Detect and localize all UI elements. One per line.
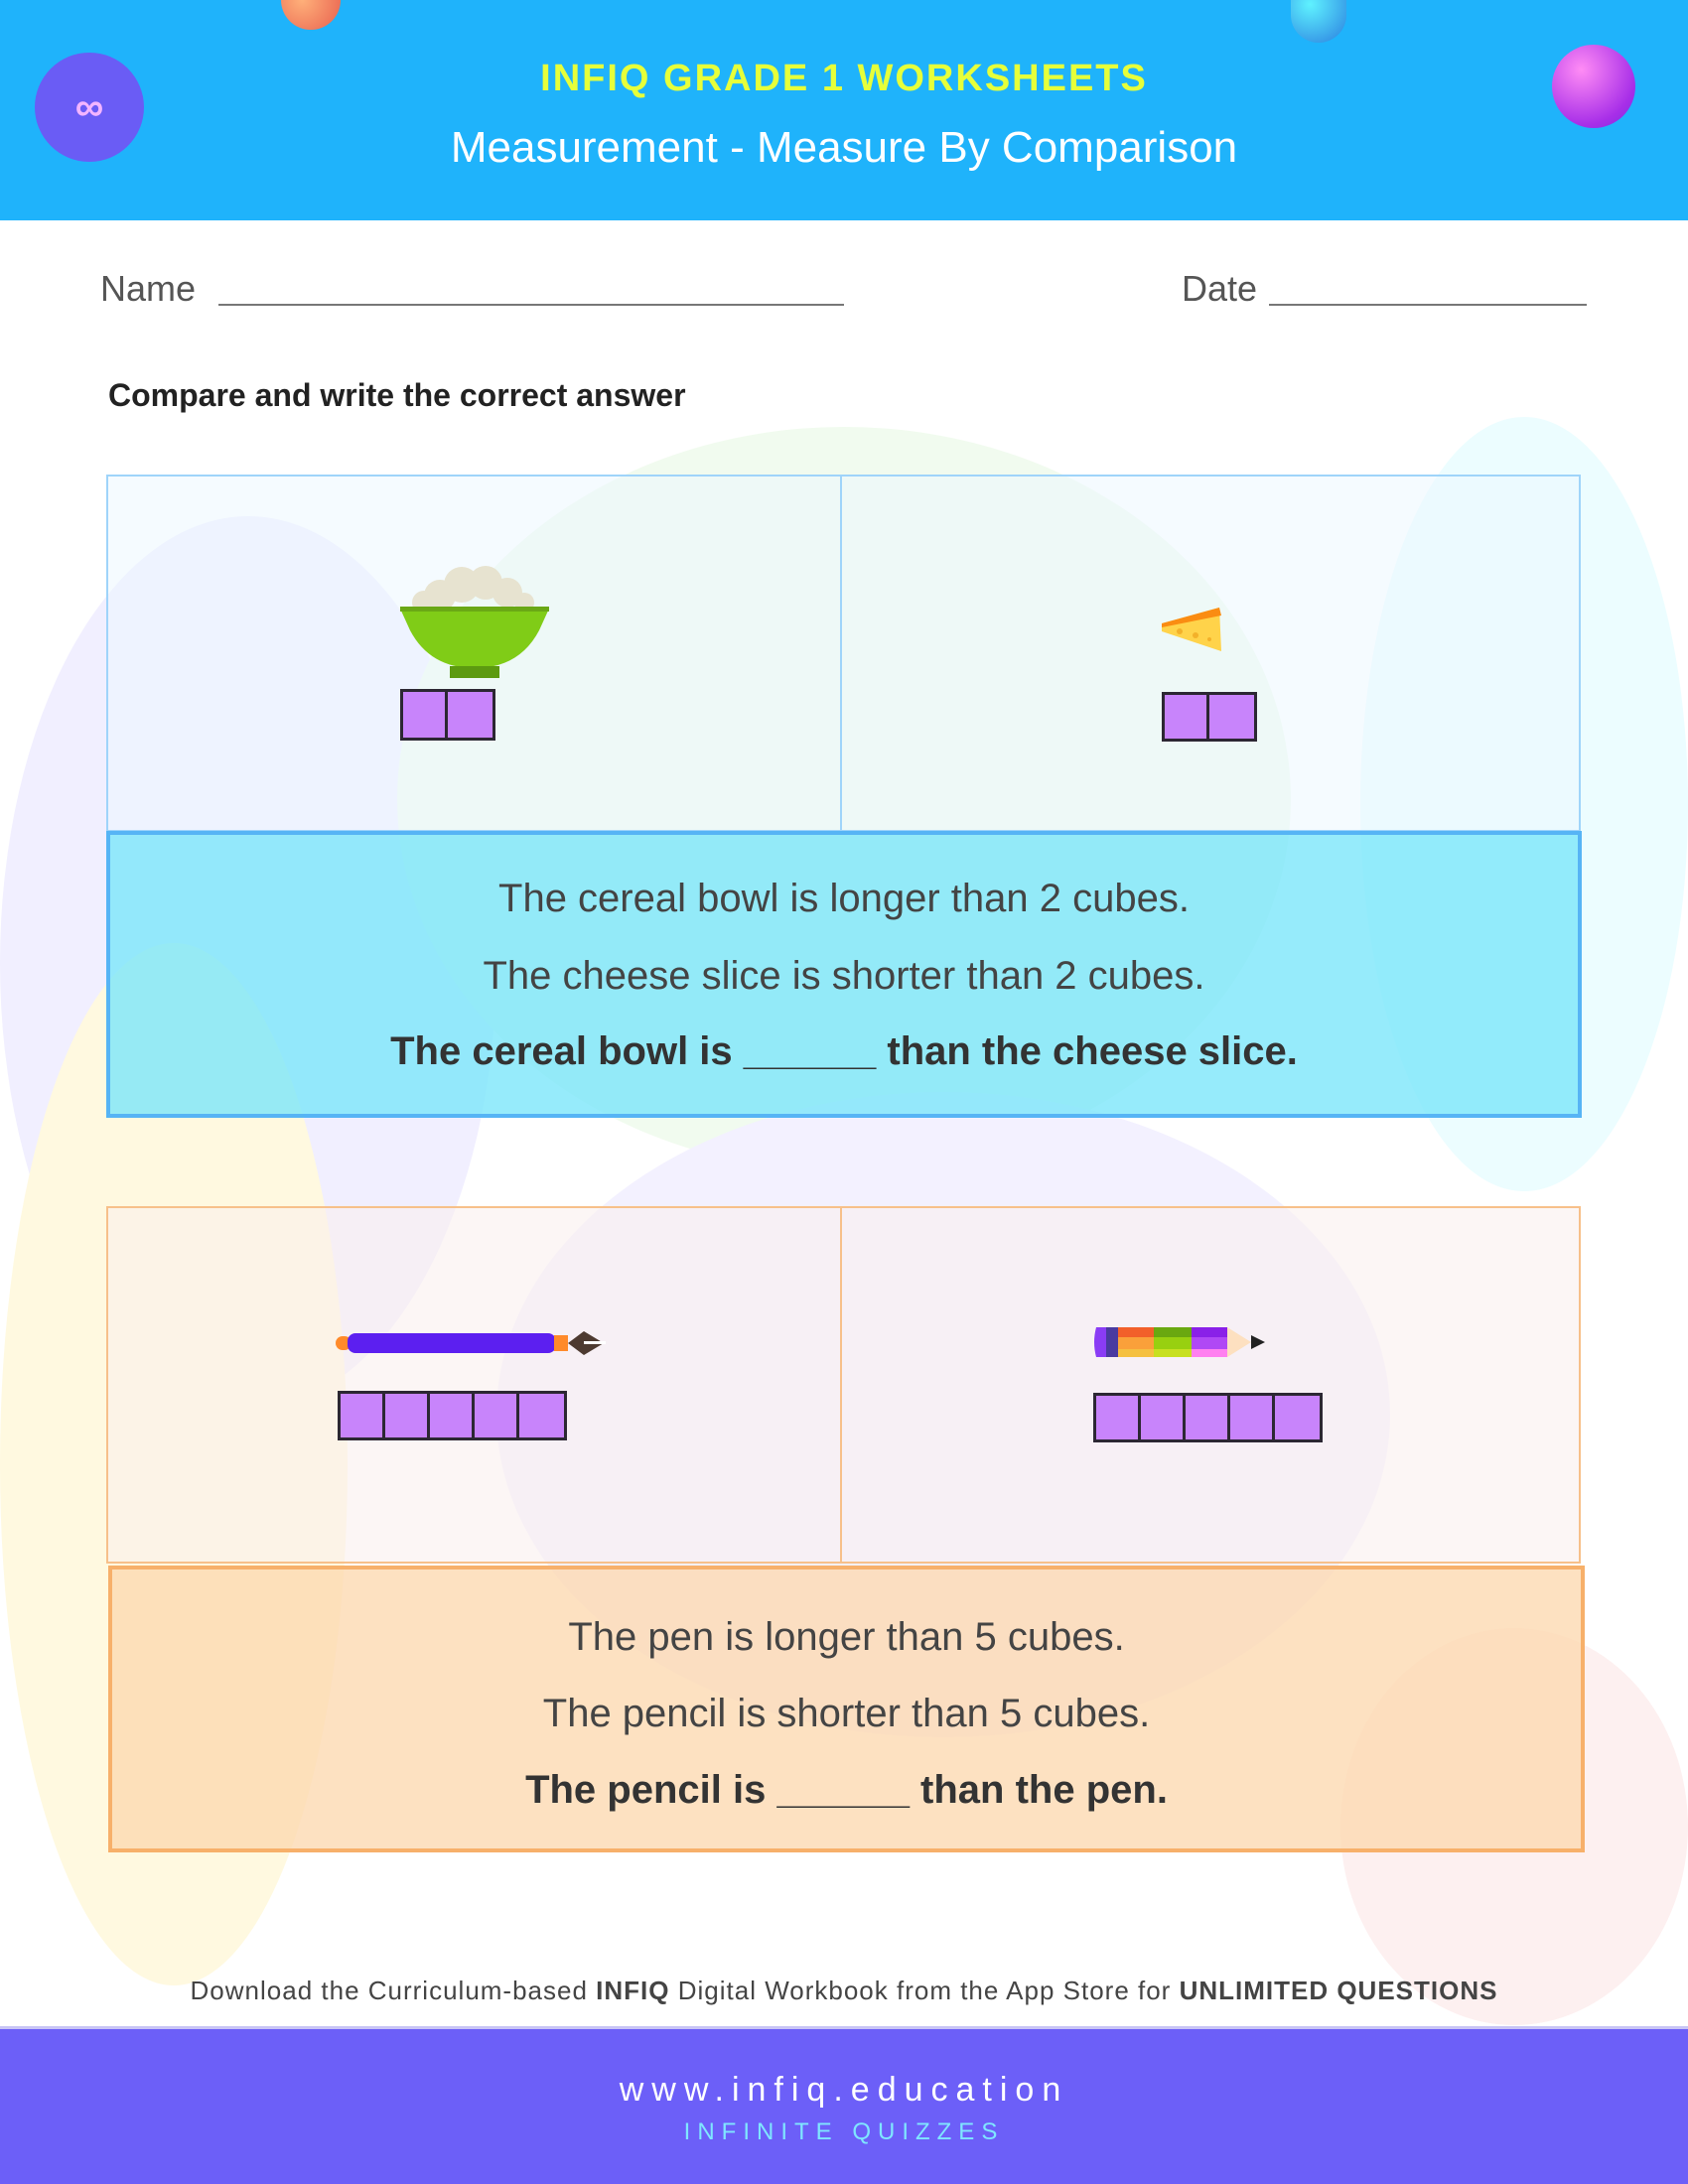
tagline: INFINITE QUIZZES xyxy=(683,2118,1005,2145)
footer-band: www.infiq.education INFINITE QUIZZES xyxy=(0,2026,1688,2184)
cube xyxy=(519,1394,564,1437)
q2-left-cubes xyxy=(338,1391,567,1440)
cube xyxy=(1209,695,1254,739)
cube xyxy=(341,1394,385,1437)
decor-ball xyxy=(281,0,341,30)
promo-text: Download the Curriculum-based INFIQ Digi… xyxy=(0,1976,1688,2006)
pen-icon xyxy=(336,1331,606,1355)
q2-statement-2: The pencil is shorter than 5 cubes. xyxy=(542,1692,1151,1735)
pencil-icon xyxy=(1094,1327,1265,1357)
q2-right-cubes xyxy=(1093,1393,1323,1442)
cube xyxy=(1165,695,1209,739)
instruction: Compare and write the correct answer xyxy=(108,377,686,413)
q1-statement-box: The cereal bowl is longer than 2 cubes. … xyxy=(106,831,1582,1118)
cube xyxy=(1141,1396,1186,1439)
decor-ball xyxy=(1552,45,1635,128)
q1-left-cubes xyxy=(400,689,495,741)
website-link[interactable]: www.infiq.education xyxy=(619,2071,1069,2109)
cheese-slice-icon xyxy=(1162,608,1221,651)
q1-answer-prompt[interactable]: The cereal bowl is ______ than the chees… xyxy=(390,1029,1298,1073)
q2-statement-1: The pen is longer than 5 cubes. xyxy=(568,1615,1125,1659)
q1-statement-2: The cheese slice is shorter than 2 cubes… xyxy=(483,954,1205,998)
q2-answer-prompt[interactable]: The pencil is ______ than the pen. xyxy=(525,1768,1168,1812)
q2-statement-box: The pen is longer than 5 cubes. The penc… xyxy=(108,1566,1585,1852)
date-label: Date xyxy=(1182,268,1258,309)
q2-left-panel xyxy=(106,1206,842,1564)
promo-emphasis: UNLIMITED QUESTIONS xyxy=(1179,1976,1498,2005)
cube xyxy=(1186,1396,1230,1439)
q1-right-cubes xyxy=(1162,692,1257,742)
cube xyxy=(403,692,448,738)
decor-ball xyxy=(1291,0,1346,43)
name-label: Name xyxy=(100,268,197,309)
date-field[interactable] xyxy=(1269,304,1587,306)
cereal-bowl-icon xyxy=(400,566,549,678)
promo-prefix: Download the Curriculum-based xyxy=(190,1976,597,2005)
q1-right-panel xyxy=(840,475,1581,832)
cube xyxy=(475,1394,519,1437)
cube xyxy=(1275,1396,1320,1439)
cube xyxy=(448,692,492,738)
infiq-logo: ∞ xyxy=(35,53,144,162)
name-field[interactable] xyxy=(218,304,844,306)
cube xyxy=(1230,1396,1275,1439)
cube xyxy=(1096,1396,1141,1439)
q2-right-panel xyxy=(840,1206,1581,1564)
cube xyxy=(385,1394,430,1437)
cube xyxy=(430,1394,475,1437)
page-title: Measurement - Measure By Comparison xyxy=(450,123,1238,172)
promo-middle: Digital Workbook from the App Store for xyxy=(669,1976,1180,2005)
header-banner: ∞ INFIQ GRADE 1 WORKSHEETS Measurement -… xyxy=(0,0,1688,220)
worksheet-series: INFIQ GRADE 1 WORKSHEETS xyxy=(540,58,1148,99)
q1-statement-1: The cereal bowl is longer than 2 cubes. xyxy=(498,877,1190,920)
promo-brand: INFIQ xyxy=(596,1976,670,2005)
